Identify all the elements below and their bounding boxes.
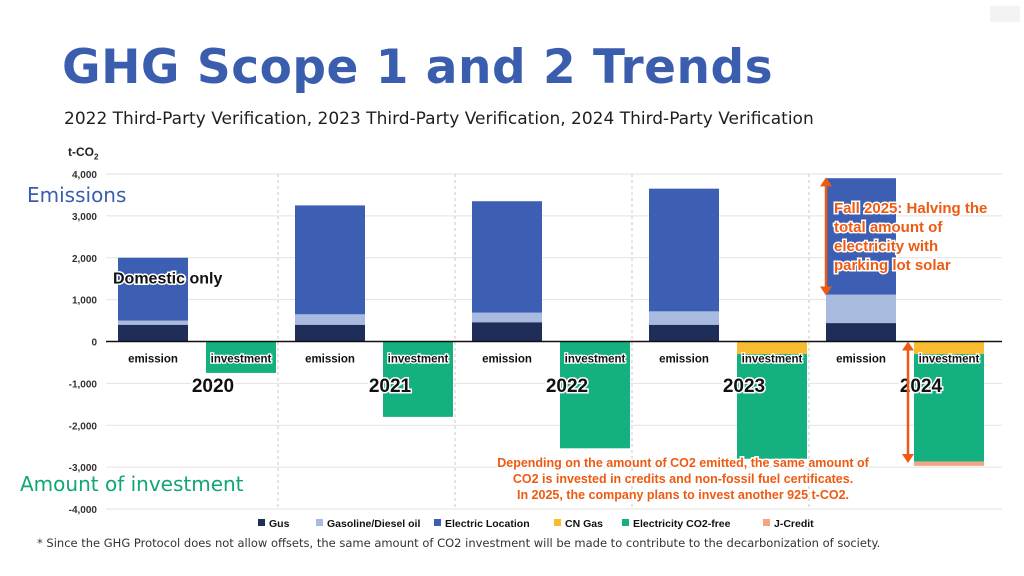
bar-emission-2023-gasoline-diesel-oil bbox=[649, 311, 719, 325]
legend-swatch-5 bbox=[763, 519, 770, 526]
year-label-2021: 2021 bbox=[369, 376, 412, 397]
bar-label-investment: investment bbox=[742, 354, 803, 366]
bar-investment-2024-electricity-co2-free bbox=[914, 354, 984, 462]
halving-arrow-head-top bbox=[820, 177, 832, 187]
investment-annotation-line: Depending on the amount of CO2 emitted, … bbox=[497, 456, 869, 470]
fall-2025-annotation-line: total amount of bbox=[834, 219, 943, 236]
emissions-side-label: Emissions bbox=[27, 183, 127, 207]
bar-label-investment: investment bbox=[919, 354, 980, 366]
y-tick-label: -1,000 bbox=[69, 379, 98, 390]
domestic-only-label: Domestic only bbox=[113, 271, 222, 288]
bar-investment-2020-electricity-co2-free bbox=[206, 341, 276, 373]
bar-emission-2024-gasoline-diesel-oil bbox=[826, 294, 896, 324]
bar-emission-2020-electric-location bbox=[118, 257, 188, 321]
investment-side-label: Amount of investment bbox=[20, 472, 244, 496]
y-unit-text: t-CO bbox=[68, 145, 94, 159]
bar-emission-2020-gasoline-diesel-oil bbox=[118, 320, 188, 325]
bar-emission-2024-gus bbox=[826, 323, 896, 342]
legend-swatch-1 bbox=[316, 519, 323, 526]
y-tick-label: 1,000 bbox=[72, 296, 97, 307]
bar-emission-2022-gasoline-diesel-oil bbox=[472, 312, 542, 323]
legend-label-3: CN Gas bbox=[565, 518, 603, 530]
y-tick-label: -3,000 bbox=[69, 463, 98, 474]
investment-annotation-line: CO2 is invested in credits and non-fossi… bbox=[513, 472, 853, 486]
legend-label-0: Gus bbox=[269, 518, 290, 530]
bar-investment-2024-j-credit bbox=[914, 461, 984, 466]
y-tick-label: 2,000 bbox=[72, 254, 97, 265]
investment-annotation-line: In 2025, the company plans to invest ano… bbox=[517, 488, 849, 502]
bar-label-emission: emission bbox=[836, 354, 886, 366]
legend-swatch-4 bbox=[622, 519, 629, 526]
corner-mark bbox=[990, 6, 1020, 22]
halving-arrow-head-bottom bbox=[820, 286, 832, 296]
page-subtitle: 2022 Third-Party Verification, 2023 Thir… bbox=[64, 109, 814, 129]
y-axis-unit: t-CO2 bbox=[68, 145, 98, 161]
bar-emission-2023-gus bbox=[649, 324, 719, 342]
bar-emission-2020-gus bbox=[118, 324, 188, 342]
bar-label-emission: emission bbox=[128, 354, 178, 366]
bar-investment-2023-cn-gas bbox=[737, 341, 807, 355]
fall-2025-annotation-line: parking lot solar bbox=[834, 257, 951, 274]
bar-label-investment: investment bbox=[388, 354, 449, 366]
bar-emission-2022-electric-location bbox=[472, 201, 542, 313]
y-tick-label: -2,000 bbox=[69, 421, 98, 432]
bar-emission-2023-electric-location bbox=[649, 188, 719, 312]
legend-swatch-3 bbox=[554, 519, 561, 526]
bar-investment-2021-electricity-co2-free bbox=[383, 341, 453, 417]
page-title: GHG Scope 1 and 2 Trends bbox=[62, 40, 774, 95]
bar-investment-2024-cn-gas bbox=[914, 341, 984, 355]
year-label-2023: 2023 bbox=[723, 376, 765, 397]
legend-label-2: Electric Location bbox=[445, 518, 530, 530]
legend-label-1: Gasoline/Diesel oil bbox=[327, 518, 420, 530]
y-tick-label: 0 bbox=[91, 338, 97, 349]
year-label-2024: 2024 bbox=[900, 376, 943, 397]
bar-label-investment: investment bbox=[211, 354, 272, 366]
y-tick-label: 3,000 bbox=[72, 212, 97, 223]
bar-investment-2022-electricity-co2-free bbox=[560, 341, 630, 449]
y-tick-label: -4,000 bbox=[69, 505, 98, 516]
bar-label-investment: investment bbox=[565, 354, 626, 366]
y-tick-label: 4,000 bbox=[72, 170, 97, 181]
year-label-2022: 2022 bbox=[546, 376, 588, 397]
legend-swatch-2 bbox=[434, 519, 441, 526]
y-unit-subscript: 2 bbox=[94, 152, 99, 162]
legend-label-4: Electricity CO2-free bbox=[633, 518, 731, 530]
bar-emission-2022-gus bbox=[472, 322, 542, 342]
bar-label-emission: emission bbox=[482, 354, 532, 366]
investment-arrow-head-top bbox=[902, 341, 914, 351]
bar-emission-2024-electric-location bbox=[826, 178, 896, 295]
bar-emission-2021-electric-location bbox=[295, 205, 365, 315]
year-label-2020: 2020 bbox=[192, 376, 234, 397]
bar-emission-2021-gus bbox=[295, 324, 365, 342]
bar-investment-2023-electricity-co2-free bbox=[737, 354, 807, 459]
bar-emission-2021-gasoline-diesel-oil bbox=[295, 314, 365, 325]
investment-arrow-head-bottom bbox=[902, 453, 914, 463]
bar-label-emission: emission bbox=[305, 354, 355, 366]
fall-2025-annotation-line: electricity with bbox=[834, 238, 938, 255]
legend-swatch-0 bbox=[258, 519, 265, 526]
footnote: * Since the GHG Protocol does not allow … bbox=[37, 536, 881, 550]
fall-2025-annotation-line: Fall 2025: Halving the bbox=[834, 200, 987, 217]
bar-label-emission: emission bbox=[659, 354, 709, 366]
legend-label-5: J-Credit bbox=[774, 518, 814, 530]
